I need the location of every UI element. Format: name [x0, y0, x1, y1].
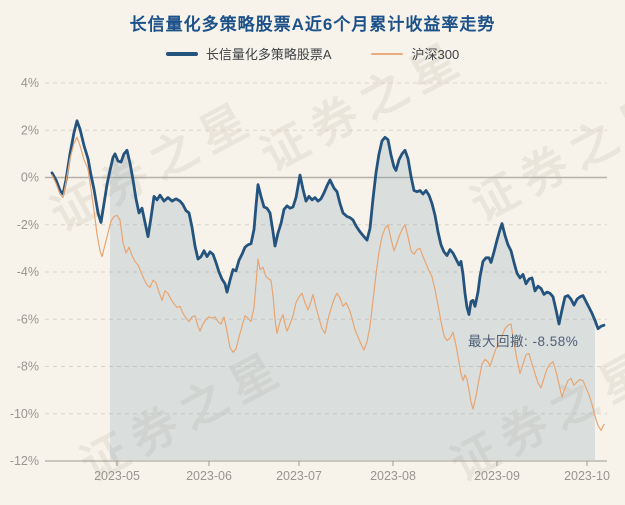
- y-tick-label: -2%: [17, 218, 39, 232]
- fund-line: [50, 119, 606, 331]
- x-tick-label: 2023-05: [94, 469, 140, 483]
- y-tick-label: -6%: [17, 312, 39, 326]
- csi300-line: [51, 136, 605, 431]
- legend-label-fund: 长信量化多策略股票A: [205, 47, 332, 62]
- x-tick-label: 2023-09: [474, 469, 520, 483]
- max-drawdown-annotation: 最大回撤: -8.58%: [468, 334, 579, 349]
- fund-area-fill: [110, 137, 595, 460]
- legend-label-csi300: 沪深300: [411, 47, 460, 62]
- y-tick-label: 0%: [21, 171, 39, 185]
- chart-title: 长信量化多策略股票A近6个月累计收益率走势: [129, 15, 496, 34]
- legend-item-fund: 长信量化多策略股票A: [165, 44, 332, 63]
- y-tick-label: -4%: [17, 265, 39, 279]
- fund-line-swatch-icon: [165, 51, 198, 56]
- csi300-line-swatch-icon: [371, 52, 404, 55]
- y-tick-label: 4%: [21, 76, 39, 90]
- chart-legend: 长信量化多策略股票A 沪深300: [0, 44, 625, 63]
- y-tick-label: -10%: [10, 407, 39, 421]
- y-tick-label: -8%: [17, 360, 39, 374]
- x-tick-label: 2023-08: [370, 469, 416, 483]
- x-tick-label: 2023-10: [564, 469, 610, 483]
- x-tick-label: 2023-07: [276, 469, 322, 483]
- x-tick-label: 2023-06: [186, 469, 232, 483]
- y-tick-label: 2%: [21, 123, 39, 137]
- y-tick-label: -12%: [10, 454, 39, 468]
- legend-item-csi300: 沪深300: [371, 44, 459, 63]
